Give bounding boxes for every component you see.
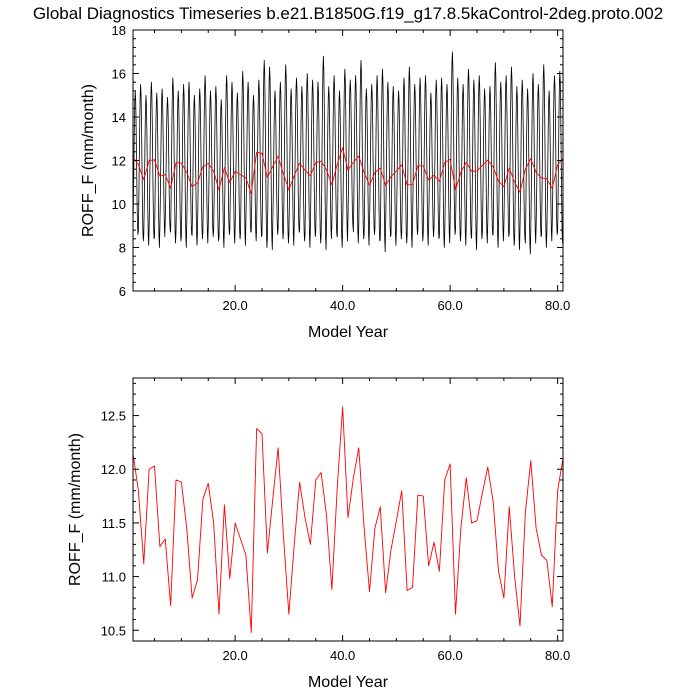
- y-tick-label: 8: [119, 241, 126, 256]
- y-axis-label: ROFF_F (mm/month): [80, 84, 97, 237]
- y-tick-label: 11.0: [102, 570, 126, 585]
- x-tick-label: 60.0: [437, 648, 462, 663]
- y-tick-label: 10: [112, 197, 126, 212]
- y-tick-label: 6: [119, 284, 126, 299]
- plot-frame: [132, 377, 564, 642]
- y-tick-label: 18: [112, 23, 126, 38]
- y-tick-label: 12.0: [101, 462, 126, 477]
- series-line-annual-mean: [132, 147, 564, 195]
- x-tick-label: 40.0: [330, 298, 355, 313]
- x-axis-label: Model Year: [308, 674, 389, 691]
- x-tick-label: 60.0: [437, 298, 462, 313]
- series-line-annual-mean: [132, 406, 564, 633]
- x-tick-label: 40.0: [330, 648, 355, 663]
- x-tick-label: 80.0: [545, 298, 570, 313]
- y-tick-label: 14: [112, 110, 126, 125]
- chart-title: Global Diagnostics Timeseries b.e21.B185…: [33, 4, 663, 23]
- y-axis-label: ROFF_F (mm/month): [67, 433, 84, 586]
- y-tick-label: 12.5: [101, 409, 126, 424]
- x-tick-label: 20.0: [222, 648, 247, 663]
- series-line-monthly: [132, 51, 564, 255]
- y-tick-label: 11.5: [102, 516, 126, 531]
- y-tick-label: 16: [112, 67, 126, 82]
- timeseries-panel-bottom: 20.0 40.0 60.0 80.0 10.5 11.0 11.5 12.0 12.5 Mode…: [67, 377, 570, 691]
- y-tick-label: 10.5: [101, 623, 126, 638]
- plot-frame: [132, 29, 564, 292]
- y-tick-label: 12: [112, 154, 126, 169]
- timeseries-panel-top: 20.0 40.0 60.0 80.0 6 8 10 12 14 16 18 Model Year RO…: [80, 23, 570, 341]
- x-tick-label: 20.0: [222, 298, 247, 313]
- x-tick-label: 80.0: [545, 648, 570, 663]
- x-axis-label: Model Year: [308, 324, 389, 341]
